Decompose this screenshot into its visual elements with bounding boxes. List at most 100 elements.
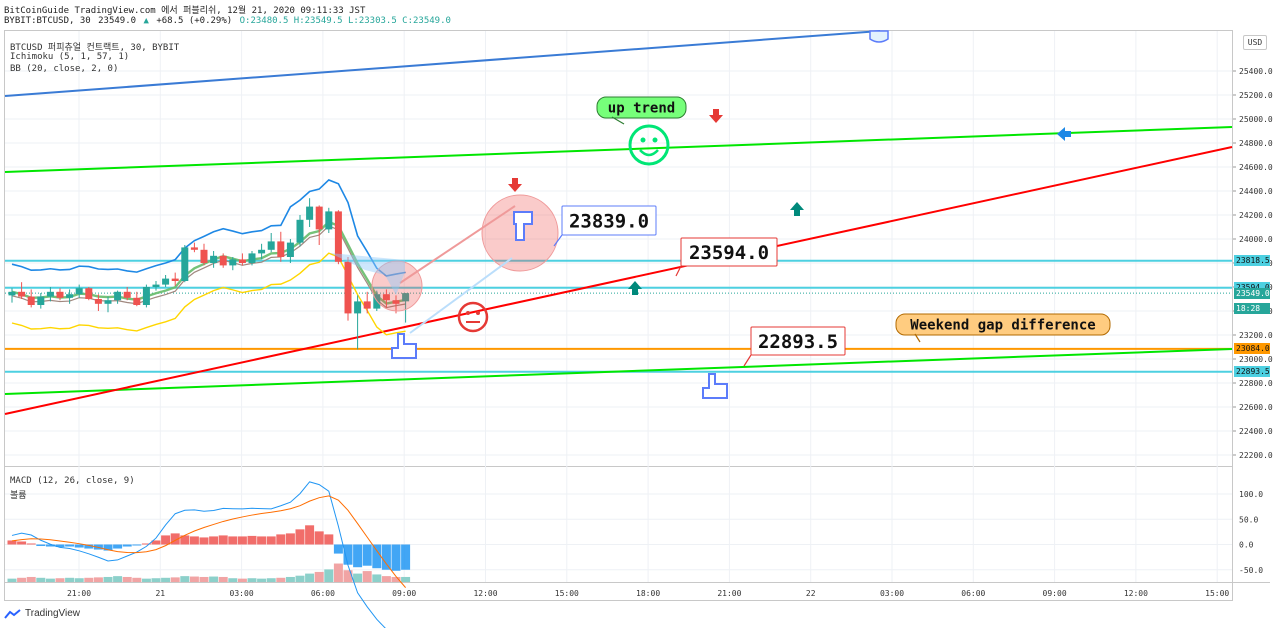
price-label-1-text: 23839.0 [569,210,649,232]
price-change: +68.5 (+0.29%) [156,16,233,26]
blue-trend-line [4,30,881,97]
candle-body [94,299,102,304]
candle-body [219,255,227,266]
y-tick-label: 24200.0 [1239,211,1273,220]
candle-body [200,249,208,263]
y-tick-label: 25200.0 [1239,91,1273,100]
candle-body [334,211,342,262]
macd-histogram-bar [324,534,334,545]
axis-price-tag: 23549.0 [1234,287,1270,299]
y-tick-label: 24800.0 [1239,139,1273,148]
candle-body [190,247,198,250]
price-label-3 [750,326,846,356]
y-tick-label: 23000.0 [1239,355,1273,364]
macd-histogram-bar [314,531,324,545]
candle-body [277,241,285,257]
macd-histogram-bar [353,544,363,568]
up-arrow-icon [628,281,642,295]
y-tick-label: 22400.0 [1239,427,1273,436]
x-tick-label: 12:00 [1124,589,1148,598]
x-tick-label: 21:00 [717,589,741,598]
volume-bar [93,577,103,582]
candle-body [27,296,35,305]
x-tick-label: 09:00 [392,589,416,598]
candle-body [229,259,237,266]
candle-body [248,253,256,263]
y-tick-label: 22800.0 [1239,379,1273,388]
candle-body [315,206,323,230]
candle-body [37,296,45,305]
currency-button[interactable]: USD [1243,35,1267,50]
red-trend-line [4,146,1233,415]
left-arrow-icon [1057,127,1071,141]
up-trend-callout-pointer [611,116,625,125]
macd-histogram-bar [180,535,190,545]
chart-frame [4,30,1233,601]
macd-y-tick-label: 0.0 [1239,541,1254,550]
up-arrow-icon: ▲ [143,16,149,26]
volume-bar [170,577,180,582]
volume-bar [257,578,267,582]
macd-histogram-bar [295,529,305,545]
macd-histogram-bar [285,533,295,545]
price-label-2 [680,237,778,267]
volume-bar [199,576,209,582]
macd-histogram-bar [26,543,36,545]
x-tick-label: 06:00 [961,589,985,598]
down-arrow-icon [508,178,522,192]
candle-body [123,291,131,298]
volume-bar [305,573,315,582]
price-label-1-pointer [553,234,563,247]
macd-histogram-bar [170,533,180,545]
footer-brand[interactable]: TradingView [4,608,80,619]
macd-histogram-bar [45,544,55,547]
macd-histogram-bar [161,535,171,545]
macd-histogram-bar [189,536,199,545]
volume-bar [45,578,55,582]
up-trend-callout-text: up trend [608,101,675,117]
macd-histogram-bar [17,541,27,545]
macd-histogram-bar [74,544,84,548]
neutral-face-eye [476,311,480,315]
green-upper-trend-line [4,126,1233,173]
candle-body [258,249,266,254]
macd-histogram-bar [141,543,151,545]
macd-y-tick-label: 100.0 [1239,490,1263,499]
macd-histogram-bar [391,544,401,571]
symbol-label: BYBIT:BTCUSD, 30 [4,16,91,26]
projection-shade [330,253,405,295]
volume-bar [180,576,190,582]
volume-bar [285,576,295,582]
candle-body [66,294,74,298]
x-tick-label: 12:00 [473,589,497,598]
candle-body [286,242,294,257]
weekend-gap-callout [895,313,1111,336]
axis-price-tag: 22893.5 [1234,366,1270,378]
volume-bar [333,563,343,582]
publish-info: BitCoinGuide TradingView.com 에서 퍼블리쉬, 12… [4,6,366,16]
x-tick-label: 03:00 [230,589,254,598]
highlight-circle-small [371,260,423,312]
volume-bar [353,573,363,582]
macd-sublegend: 볼륨 [10,491,27,501]
volume-bar [84,577,94,582]
macd-histogram-bar [237,536,247,545]
candle-body [354,301,362,314]
projection-arrow-up [399,205,516,284]
macd-histogram-bar [257,536,267,545]
last-price: 23549.0 [98,16,137,26]
volume-bar [276,577,286,582]
y-tick-label: 22200.0 [1239,451,1273,460]
macd-line [11,481,386,628]
volume-bar [381,576,391,582]
volume-bar [209,576,219,582]
macd-histogram-bar [372,544,382,569]
weekend-gap-callout-pointer [914,333,921,343]
green-lower-trend-line [4,348,1233,395]
macd-histogram-bar [65,544,75,547]
pointing-hand-icon [702,373,728,399]
candle-body [114,291,122,301]
candle-body [306,206,314,220]
x-tick-label: 21 [155,589,165,598]
